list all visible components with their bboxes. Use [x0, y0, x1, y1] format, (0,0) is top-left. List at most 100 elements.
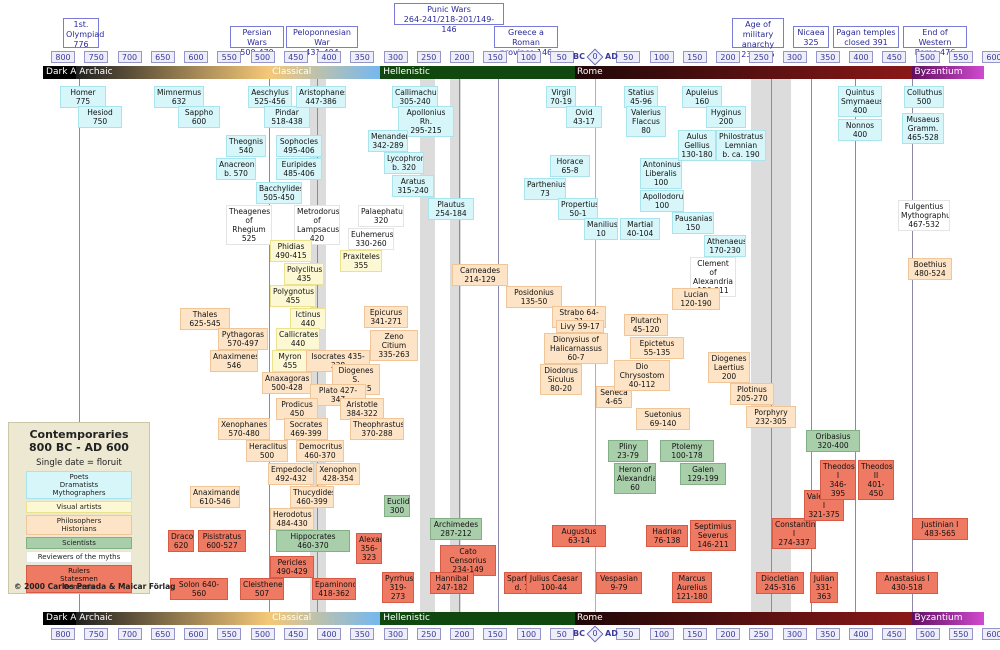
- entry-ruler: Pisistratus 600-527: [198, 530, 246, 552]
- entry-poet: Virgil 70-19: [546, 86, 576, 108]
- entry-visual: Polyclitus 435: [284, 263, 324, 285]
- axis-tick: 450: [882, 628, 907, 640]
- legend-subtitle: 800 BC - AD 600: [29, 441, 129, 454]
- axis-tick: 600: [982, 628, 1000, 640]
- entry-philo: Suetonius 69-140: [636, 408, 690, 430]
- entry-ruler: Cleisthenes 507: [240, 578, 284, 600]
- axis-tick: 400: [317, 628, 341, 640]
- entry-philo: Dio Chrysostom 40-112: [614, 360, 670, 391]
- entry-visual: Ictinus 440: [290, 308, 326, 330]
- legend-item-ruler: Rulers Statesmen Generals: [26, 565, 132, 593]
- entry-poet: Pausanias 150: [672, 212, 714, 234]
- entry-philo: Aristotle 384-322: [340, 398, 384, 420]
- event-box: Greece a Roman province 146: [494, 26, 558, 57]
- axis-tick: 250: [749, 51, 774, 63]
- axis-tick: 550: [948, 51, 973, 63]
- entry-sci: Oribasius 320-400: [806, 430, 860, 452]
- entry-myth: Palaephatus 320: [358, 205, 404, 227]
- entry-ruler: Hadrian 76-138: [646, 525, 688, 547]
- entry-philo: Theophrastus 370-288: [350, 418, 404, 440]
- entry-philo: Anaximenes 546: [210, 350, 258, 372]
- entry-ruler: Hannibal 247-182: [430, 572, 474, 594]
- entry-myth: Fulgentius Mythographus 467-532: [898, 200, 950, 231]
- entry-poet: Propertius 50-1: [558, 198, 598, 220]
- axis-tick: 200: [450, 51, 474, 63]
- event-box: Pagan temples closed 391: [833, 26, 899, 48]
- entry-poet: Musaeus Gramm. 465-528: [902, 113, 944, 144]
- axis-tick: 350: [815, 628, 840, 640]
- entry-ruler: Julius Caesar 100-44: [526, 572, 582, 594]
- legend-note: Single date = floruit: [36, 458, 122, 468]
- period-segment: Archaic: [76, 66, 270, 79]
- entry-poet: Callimachus 305-240: [392, 86, 438, 108]
- entry-ruler: Anastasius I 430-518: [876, 572, 938, 594]
- legend-item-philo: Philosophers Historians: [26, 515, 132, 535]
- axis-tick: 700: [117, 628, 142, 640]
- entry-ruler: Draco 620: [168, 530, 194, 552]
- entry-philo: Plutarch 45-120: [624, 314, 668, 336]
- axis-tick: 600: [982, 51, 1000, 63]
- event-box: Punic Wars 264-241/218-201/149-146: [394, 3, 504, 34]
- entry-poet: Hesiod 750: [78, 106, 122, 128]
- entry-philo: Empedocles 492-432: [268, 463, 314, 485]
- axis-tick: 200: [450, 628, 474, 640]
- entry-poet: Aulus Gellius 130-180: [678, 130, 716, 161]
- axis-tick: 450: [882, 51, 907, 63]
- event-line: [912, 79, 913, 612]
- entry-myth: Theagenes of Rhegium 525: [226, 205, 272, 245]
- axis-tick: 50: [616, 51, 641, 63]
- entry-ruler: Marcus Aurelius 121-180: [672, 572, 712, 603]
- axis-tick: 500: [250, 628, 275, 640]
- entry-poet: Philostratus Lemnian b. ca. 190: [716, 130, 766, 161]
- entry-poet: Manilius 10: [584, 218, 618, 240]
- axis-tick: 650: [150, 628, 175, 640]
- bc-label: BC: [573, 629, 585, 638]
- axis-tick: 450: [283, 51, 308, 63]
- legend-item-myth: Reviewers of the myths: [26, 551, 132, 563]
- axis-tick: 300: [782, 628, 807, 640]
- entry-ruler: Septimius Severus 146-211: [690, 520, 736, 551]
- entry-philo: Boethius 480-524: [908, 258, 952, 280]
- entry-poet: Lycophron b. 320: [384, 152, 424, 174]
- bc-label: BC: [573, 52, 585, 61]
- axis-tick: 750: [84, 628, 109, 640]
- axis-tick: 800: [51, 51, 75, 63]
- entry-poet: Aristophanes 447-386: [296, 86, 346, 108]
- entry-poet: Parthenius 73: [524, 178, 566, 200]
- period-segment: Hellenistic: [380, 66, 576, 79]
- axis-tick: 400: [317, 51, 341, 63]
- axis-tick: 200: [716, 628, 740, 640]
- event-line: [771, 79, 772, 612]
- period-segment: Byzantium: [911, 612, 984, 625]
- entry-philo: Thucydides 460-399: [290, 486, 334, 508]
- axis-tick: 800: [51, 628, 75, 640]
- entry-sci: Galen 129-199: [680, 463, 726, 485]
- axis-tick: 750: [84, 51, 109, 63]
- entry-philo: Posidonius 135-50: [506, 286, 562, 308]
- entry-ruler: Pericles 490-429: [270, 556, 314, 578]
- entry-poet: Hyginus 200: [706, 106, 746, 128]
- axis-tick: 50: [549, 51, 574, 63]
- event-box: Peloponnesian War 431-404: [286, 26, 358, 57]
- entry-philo: Prodicus 450: [276, 398, 318, 420]
- axis-tick: 350: [350, 51, 375, 63]
- entry-poet: Antoninus Liberalis 100: [640, 158, 682, 189]
- legend-title: Contemporaries: [29, 428, 129, 441]
- axis-tick: 400: [849, 628, 873, 640]
- axis-tick: 250: [749, 628, 774, 640]
- axis-tick: 300: [782, 51, 807, 63]
- entry-poet: Mimnermus 632: [154, 86, 204, 108]
- entry-sci: Archimedes 287-212: [430, 518, 482, 540]
- axis-tick: 350: [815, 51, 840, 63]
- entry-philo: Socrates 469-399: [284, 418, 328, 440]
- entry-myth: Metrodorus of Lampsacus 420: [294, 205, 340, 245]
- period-segment: Dark Ages: [43, 66, 77, 79]
- event-line: [811, 79, 812, 612]
- entry-ruler: Justinian I 483-565: [912, 518, 968, 540]
- event-line: [269, 79, 270, 612]
- axis-tick: 300: [383, 51, 408, 63]
- axis-tick: 50: [616, 628, 641, 640]
- entry-myth: Euhemerus 330-260: [348, 228, 394, 250]
- axis-tick: 650: [150, 51, 175, 63]
